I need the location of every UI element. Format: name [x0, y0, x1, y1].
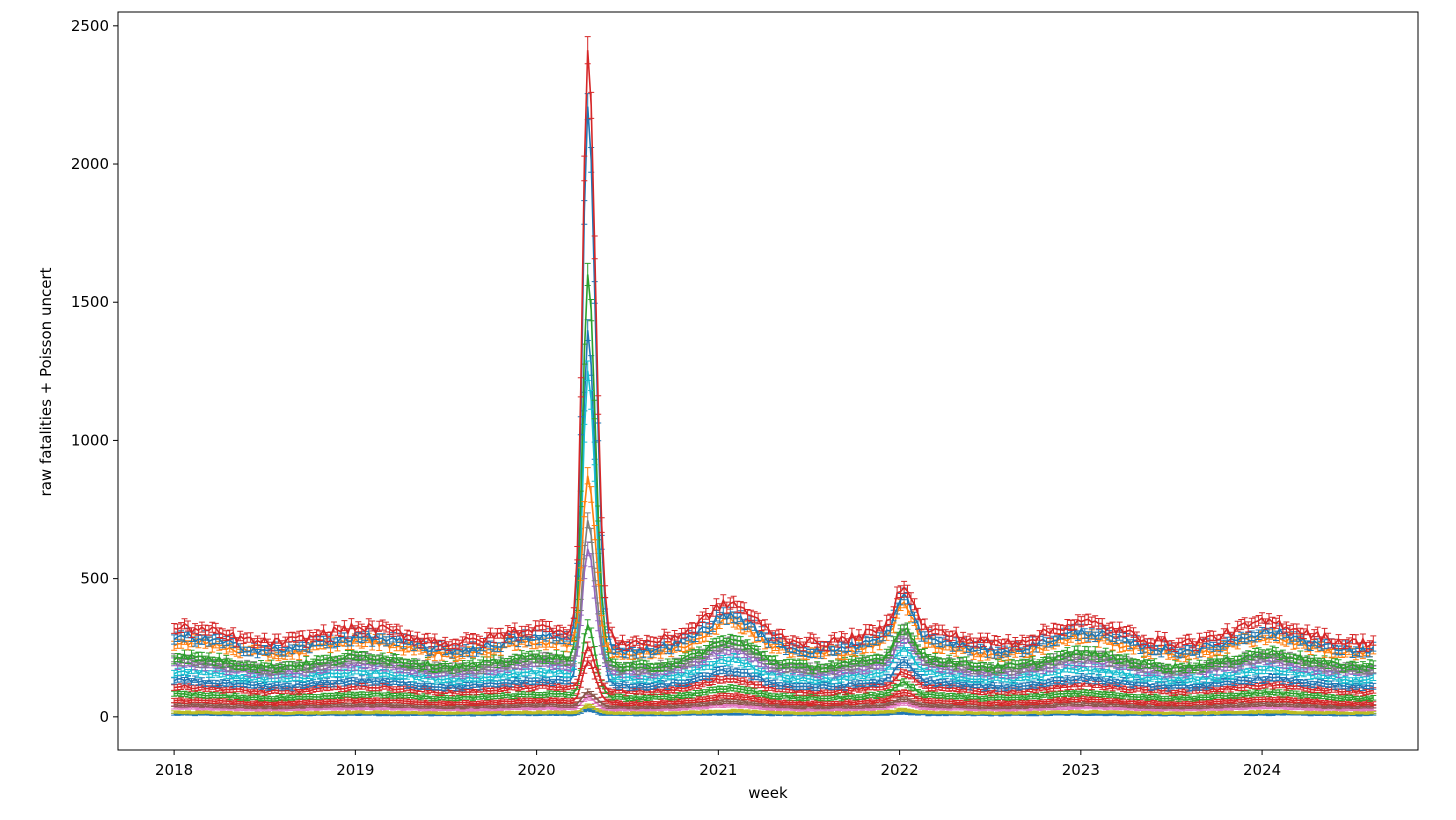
x-axis-label: week — [748, 784, 788, 802]
series — [171, 36, 1377, 653]
y-tick-label: 500 — [80, 570, 109, 588]
error-bars — [171, 262, 1377, 674]
x-tick-label: 2020 — [518, 761, 556, 779]
series-line — [173, 644, 1374, 695]
x-tick-label: 2024 — [1243, 761, 1281, 779]
x-tick-label: 2019 — [336, 761, 374, 779]
x-tick-label: 2021 — [699, 761, 737, 779]
x-tick-label: 2018 — [155, 761, 193, 779]
series — [171, 703, 1377, 715]
y-tick-label: 2000 — [71, 155, 109, 173]
series-line — [173, 475, 1374, 659]
y-tick-label: 1500 — [71, 293, 109, 311]
series-line — [173, 690, 1374, 709]
series-line — [173, 330, 1374, 690]
y-axis-label: raw fatalities + Poisson uncert — [37, 267, 55, 496]
x-axis: 2018 2019 2020 2021 2022 2023 2024 — [155, 750, 1281, 779]
series — [171, 93, 1377, 659]
series — [171, 262, 1377, 674]
y-tick-label: 1000 — [71, 431, 109, 449]
x-tick-label: 2023 — [1062, 761, 1100, 779]
series-line — [173, 106, 1374, 656]
x-tick-label: 2022 — [880, 761, 918, 779]
error-bars — [171, 36, 1377, 653]
series-line — [173, 622, 1374, 700]
series-line — [173, 370, 1374, 683]
series-line — [173, 50, 1374, 650]
y-axis: 0 500 1000 1500 2000 2500 — [71, 17, 118, 726]
y-tick-label: 0 — [99, 708, 109, 726]
error-bars — [171, 93, 1377, 659]
series-line — [173, 274, 1374, 671]
plot-frame — [117, 11, 1419, 751]
series-line — [174, 660, 1374, 705]
series — [171, 656, 1377, 707]
series-line — [174, 704, 1374, 715]
y-tick-label: 2500 — [71, 17, 109, 35]
series-layer — [171, 36, 1377, 717]
